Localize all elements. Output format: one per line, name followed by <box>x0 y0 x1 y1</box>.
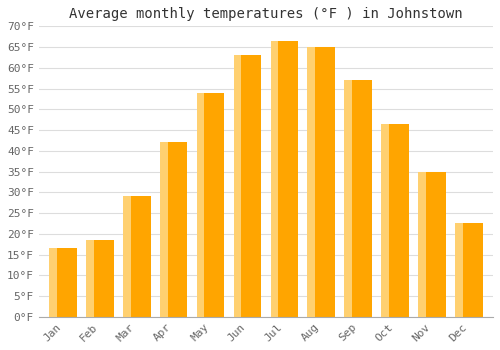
Bar <box>382 124 389 317</box>
Bar <box>234 55 241 317</box>
Bar <box>234 55 262 317</box>
Bar <box>344 80 372 317</box>
Bar <box>418 172 446 317</box>
Title: Average monthly temperatures (°F ) in Johnstown: Average monthly temperatures (°F ) in Jo… <box>69 7 462 21</box>
Bar <box>196 93 204 317</box>
Bar <box>49 248 56 317</box>
Bar <box>49 248 76 317</box>
Bar <box>160 142 168 317</box>
Bar <box>196 93 224 317</box>
Bar <box>455 223 463 317</box>
Bar <box>344 80 352 317</box>
Bar <box>382 124 409 317</box>
Bar <box>270 41 278 317</box>
Bar <box>160 142 188 317</box>
Bar <box>86 240 114 317</box>
Bar <box>418 172 426 317</box>
Bar <box>455 223 483 317</box>
Bar <box>86 240 94 317</box>
Bar <box>123 196 150 317</box>
Bar <box>123 196 130 317</box>
Bar <box>308 47 335 317</box>
Bar <box>308 47 315 317</box>
Bar <box>270 41 298 317</box>
